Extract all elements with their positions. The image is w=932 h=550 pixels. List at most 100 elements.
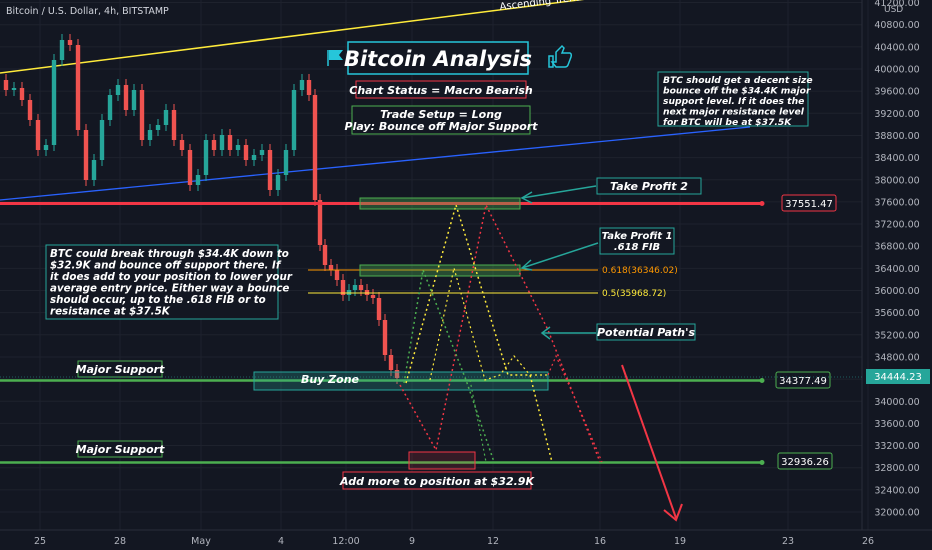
major-support-2-label: Major Support [76, 443, 165, 456]
chart-status-box[interactable] [355, 80, 527, 99]
take-profit-1-box[interactable] [599, 227, 675, 255]
resistance-line-handle[interactable] [759, 201, 765, 206]
x-tick-label: 12:00 [332, 536, 359, 547]
take-profit-1-zone[interactable] [359, 264, 521, 277]
candle-body [227, 135, 233, 150]
x-tick-label: 23 [782, 536, 794, 547]
candle-body [211, 140, 217, 150]
note-line: BTC could break through $34.4K down to [50, 248, 289, 260]
add-more-zone[interactable] [408, 451, 476, 470]
candle-body [203, 140, 209, 175]
candle-body [83, 130, 89, 180]
title-box[interactable] [347, 41, 529, 75]
x-tick-label: 28 [114, 536, 126, 547]
right-note-box[interactable] [657, 71, 809, 127]
tp2-pointer [521, 185, 597, 199]
add-more-box[interactable] [342, 471, 532, 490]
chart-status-text: Chart Status = Macro Bearish [349, 84, 533, 97]
candle-body [370, 295, 376, 298]
candle-body [187, 150, 193, 185]
trade-setup-line1: Trade Setup = Long [380, 108, 502, 121]
support-line-1-handle[interactable] [759, 378, 765, 383]
path-red-1 [399, 202, 601, 463]
current-price-tag[interactable] [866, 369, 930, 384]
y-tick-label: 37200.00 [874, 220, 919, 231]
left-note-box[interactable] [45, 244, 279, 320]
candle-body [322, 245, 328, 265]
page-title: Bitcoin Analysis [344, 47, 532, 71]
y-tick-label: 32400.00 [874, 485, 919, 496]
current-price-text: 34444.23 [874, 372, 922, 383]
take-profit-2-zone[interactable] [359, 197, 521, 210]
resistance-price-tag[interactable] [781, 194, 837, 212]
candle-body [107, 95, 113, 120]
y-tick-label: 36000.00 [874, 286, 919, 297]
take-profit-2-box[interactable] [596, 177, 702, 195]
support-1-price-text: 34377.49 [779, 376, 827, 387]
candle-body [179, 140, 185, 150]
y-tick-label: 38800.00 [874, 131, 919, 142]
ascending-trend-label: Ascending Trend Line [499, 0, 606, 13]
support-2-price-tag[interactable] [777, 452, 833, 470]
candle-body [163, 110, 169, 125]
ascending-trend-line[interactable] [0, 0, 610, 74]
trade-setup-box[interactable] [351, 105, 531, 135]
path-green-2 [469, 379, 487, 463]
candle-body [171, 110, 177, 140]
y-tick-label: 33600.00 [874, 419, 919, 430]
resistance-price-text: 37551.47 [785, 199, 833, 210]
support-2-price-text: 32936.26 [781, 457, 829, 468]
tp1-pointer [521, 242, 599, 269]
candle-body [123, 85, 129, 110]
note-line: BTC should get a decent size [663, 75, 813, 86]
y-tick-label: 40400.00 [874, 42, 919, 53]
buy-zone-rect[interactable] [253, 371, 549, 391]
y-tick-label: 32800.00 [874, 463, 919, 474]
x-tick-label: 12 [487, 536, 499, 547]
candle-body [27, 100, 33, 120]
support-1-price-tag[interactable] [775, 371, 831, 389]
candle-body [155, 125, 161, 130]
candle-body [19, 88, 25, 100]
candle-body [358, 285, 364, 290]
symbol-label[interactable]: Bitcoin / U.S. Dollar, 4h, BITSTAMP [6, 6, 169, 17]
candle-body [195, 175, 201, 185]
price-axis[interactable]: 32000.00 32400.00 32800.00 33200.00 33600.00… [874, 0, 919, 519]
candle-body [3, 80, 9, 90]
y-tick-label: 32000.00 [874, 508, 919, 519]
x-tick-label: 26 [862, 536, 874, 547]
candle-body [382, 320, 388, 355]
candle-body [131, 90, 137, 110]
candlesticks [3, 34, 400, 384]
path-yellow-2 [429, 267, 550, 381]
y-tick-label: 37600.00 [874, 197, 919, 208]
buy-zone-label: Buy Zone [301, 373, 360, 386]
add-more-label: Add more to position at $32.9K [339, 475, 535, 488]
candle-body [291, 90, 297, 150]
note-line: next major resistance level [663, 107, 805, 118]
candle-body [75, 45, 81, 130]
take-profit-1-label-line1: Take Profit 1 [602, 231, 673, 242]
major-support-2-box[interactable] [77, 440, 163, 458]
candle-body [267, 150, 273, 190]
y-tick-label: 40800.00 [874, 20, 919, 31]
candle-body [67, 40, 73, 45]
candle-body [312, 95, 318, 200]
candle-body [219, 135, 225, 150]
candle-body [306, 80, 312, 95]
support-line-2-handle[interactable] [759, 460, 765, 465]
y-tick-label: 39200.00 [874, 109, 919, 120]
candle-body [115, 85, 121, 95]
potential-paths-box[interactable] [596, 323, 696, 341]
note-line: should occur, up to the .618 FIB or to [50, 294, 266, 306]
candle-body [235, 145, 241, 150]
blue-trend-line[interactable] [0, 126, 751, 201]
time-axis[interactable]: 25 28 May 4 12:00 9 12 16 19 23 26 [34, 536, 874, 547]
candle-body [251, 155, 257, 160]
x-tick-label: May [191, 536, 211, 547]
currency-label: USD [884, 5, 903, 15]
y-tick-label: 36800.00 [874, 242, 919, 253]
candle-body [394, 370, 400, 378]
